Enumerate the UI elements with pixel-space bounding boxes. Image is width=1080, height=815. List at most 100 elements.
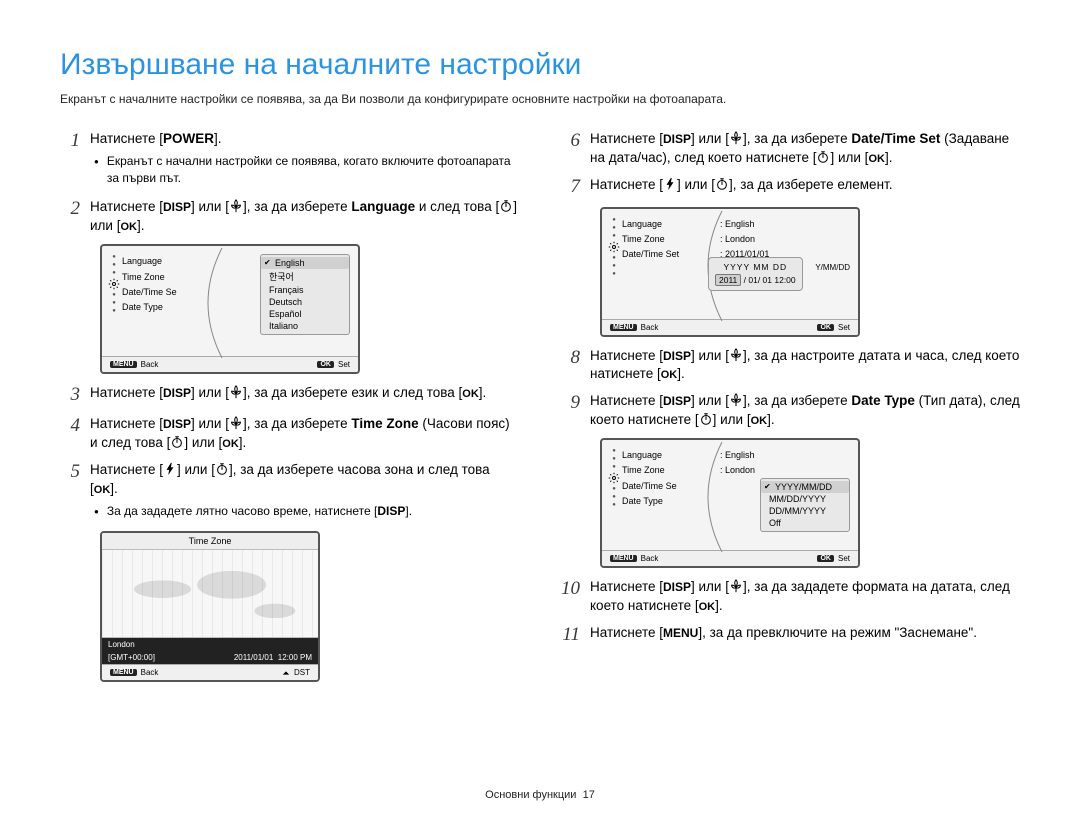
- step-text: Натиснете [: [590, 625, 663, 640]
- gear-column: ●●● ●●●: [108, 254, 120, 314]
- step-num: 1: [60, 130, 80, 190]
- step-num: 8: [560, 347, 580, 385]
- menu-item: Date/Time Se: [122, 285, 177, 300]
- popup-item: Español: [261, 308, 349, 320]
- menu-item: Date Type: [122, 300, 177, 315]
- ok-key-icon: OK: [817, 324, 834, 331]
- timer-icon: [499, 199, 513, 213]
- menu-key-icon: MENU: [110, 361, 137, 368]
- flash-icon: [163, 462, 177, 476]
- step-text: Натиснете [: [90, 462, 163, 477]
- macro-icon: [229, 199, 243, 213]
- step-num: 11: [560, 624, 580, 647]
- step-9: 9 Натиснете [DISP] или [], за да изберет…: [560, 392, 1020, 430]
- step-num: 2: [60, 198, 80, 236]
- step-text: ] или [: [177, 462, 215, 477]
- set-label: Set: [838, 554, 850, 563]
- step-text: ] или [: [191, 385, 229, 400]
- key-disp: DISP: [663, 132, 691, 146]
- step-3: 3 Натиснете [DISP] или [], за да изберет…: [60, 384, 520, 407]
- flash-icon: [663, 177, 677, 191]
- footer-label: Основни функции: [485, 789, 576, 801]
- menu-key-icon: MENU: [610, 324, 637, 331]
- step-11: 11 Натиснете [MENU], за да превключите н…: [560, 624, 1020, 647]
- key-disp: DISP: [663, 394, 691, 408]
- step-text: ].: [239, 435, 247, 450]
- popup-item-selected: English: [261, 257, 349, 269]
- back-label: Back: [641, 554, 659, 563]
- step-text: ] или [: [691, 393, 729, 408]
- macro-icon: [229, 416, 243, 430]
- timer-icon: [215, 462, 229, 476]
- menu-key-icon: MENU: [610, 555, 637, 562]
- gear-icon: [608, 472, 620, 484]
- target-label: Date Type: [851, 393, 915, 408]
- step-2: 2 Натиснете [DISP] или [], за да изберет…: [60, 198, 520, 236]
- page-footer: Основни функции 17: [0, 789, 1080, 801]
- menu-item: Date Type: [622, 494, 677, 509]
- gear-icon: [108, 278, 120, 290]
- menu-item: Date/Time Se: [622, 479, 677, 494]
- menu-list: Language Time Zone Date/Time Se Date Typ…: [622, 448, 677, 509]
- screen-bottombar: MENUBack OKSet: [102, 356, 358, 372]
- set-label: Set: [338, 360, 350, 369]
- step-text: и след това [: [415, 199, 499, 214]
- intro-text: Екранът с началните настройки се появява…: [60, 92, 1020, 106]
- key-ok: OK: [222, 438, 239, 450]
- popup-item: Deutsch: [261, 296, 349, 308]
- step-4: 4 Натиснете [DISP] или [], за да изберет…: [60, 415, 520, 453]
- step-6: 6 Натиснете [DISP] или [], за да изберет…: [560, 130, 1020, 168]
- camera-screen-timezone: Time Zone London [GMT+00:00] 2011/01/01 …: [100, 531, 320, 682]
- step-text: ] или [: [830, 150, 868, 165]
- step-text: ] или [: [677, 177, 715, 192]
- popup-item: Off: [761, 517, 849, 529]
- step-text: ], за да изберете: [743, 131, 851, 146]
- right-column: 6 Натиснете [DISP] или [], за да изберет…: [560, 130, 1020, 692]
- value-list: English London 2011/01/01: [720, 217, 769, 263]
- back-label: Back: [141, 668, 159, 677]
- camera-screen-datetime: ●●● ●●● Language Time Zone Date/Time Set…: [600, 207, 860, 337]
- camera-screen-datetype: ●●● ●●● Language Time Zone Date/Time Se …: [600, 438, 860, 568]
- step-text: ] или [: [691, 579, 729, 594]
- step-text: Натиснете [: [90, 199, 163, 214]
- menu-item: Language: [622, 217, 679, 232]
- step-text: ] или [: [191, 416, 229, 431]
- menu-value: English: [720, 448, 755, 463]
- macro-icon: [729, 393, 743, 407]
- screen-bottombar: MENUBack OKSet: [602, 319, 858, 335]
- menu-list: Language Time Zone Date/Time Set: [622, 217, 679, 263]
- target-label: Language: [351, 199, 415, 214]
- step-text: ].: [110, 481, 118, 496]
- step-num: 4: [60, 415, 80, 453]
- camera-screen-language: ●●● ●●● Language Time Zone Date/Time Se …: [100, 244, 360, 374]
- value-list: English London: [720, 448, 755, 479]
- key-ok: OK: [699, 601, 716, 613]
- step-num: 7: [560, 176, 580, 199]
- tz-time: 12:00 PM: [278, 653, 312, 662]
- back-label: Back: [641, 323, 659, 332]
- step-num: 10: [560, 578, 580, 616]
- key-disp: DISP: [163, 200, 191, 214]
- popup-item-selected: YYYY/MM/DD: [761, 481, 849, 493]
- step-text: ].: [885, 150, 893, 165]
- menu-value: London: [720, 232, 769, 247]
- tz-date: 2011/01/01: [234, 653, 273, 662]
- step-text: ], за да изберете: [243, 199, 351, 214]
- page-title: Извършване на началните настройки: [60, 48, 1020, 82]
- tz-gmt: [GMT+00:00]: [108, 653, 155, 662]
- menu-list: Language Time Zone Date/Time Se Date Typ…: [122, 254, 177, 315]
- curve-divider: [194, 248, 224, 358]
- menu-item: Language: [122, 254, 177, 269]
- macro-icon: [729, 579, 743, 593]
- key-disp: DISP: [163, 417, 191, 431]
- step-7: 7 Натиснете [] или [], за да изберете ел…: [560, 176, 1020, 199]
- tz-title: Time Zone: [102, 533, 318, 550]
- datebox-header: YYYY MM DD: [715, 262, 796, 272]
- key-disp: DISP: [377, 504, 405, 518]
- step-5: 5 Натиснете [] или [], за да изберете ча…: [60, 461, 520, 524]
- timer-icon: [699, 412, 713, 426]
- step-text: ].: [767, 412, 775, 427]
- step-text: ], за да превключите на режим "Заснемане…: [698, 625, 977, 640]
- key-ok: OK: [462, 388, 479, 400]
- ok-key-icon: OK: [817, 555, 834, 562]
